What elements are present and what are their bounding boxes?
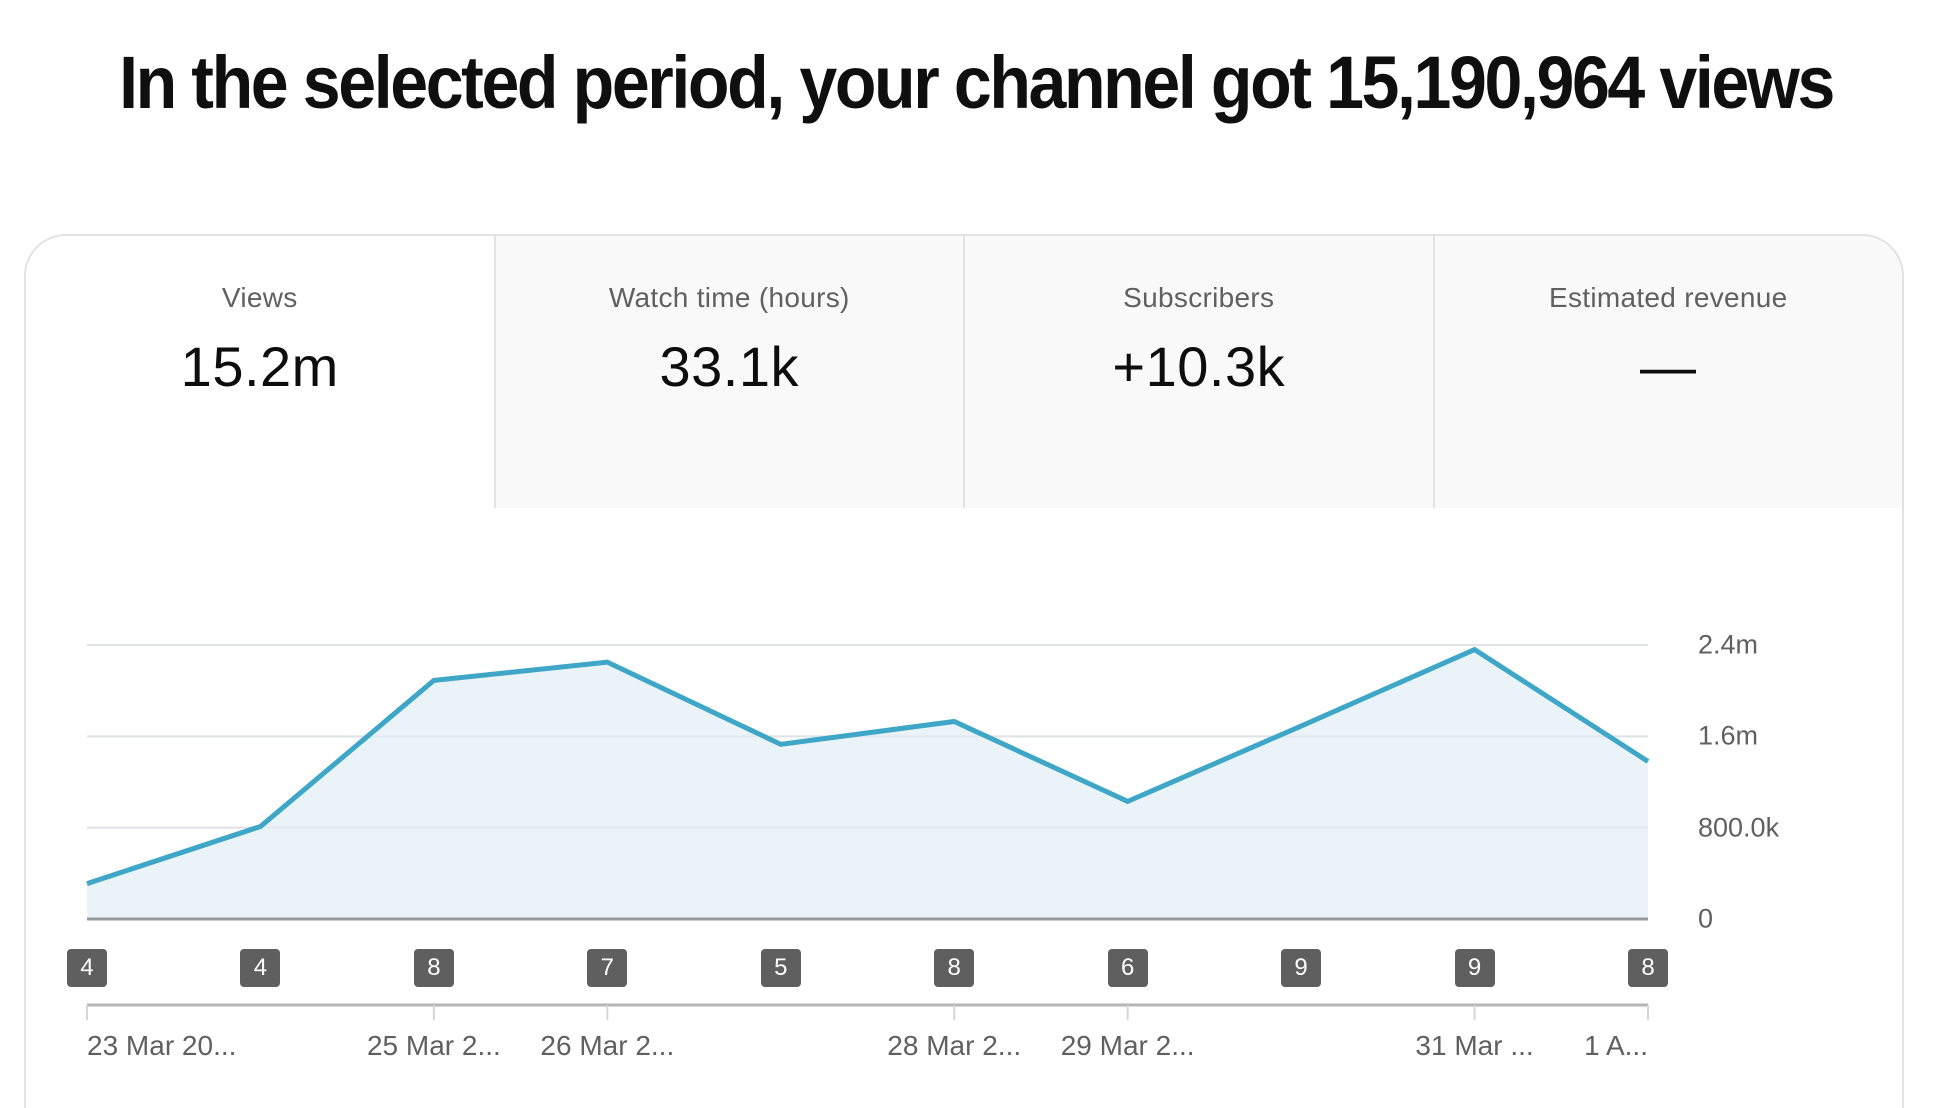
tab-value: +10.3k: [1112, 335, 1286, 398]
tab-value: 15.2m: [180, 335, 339, 398]
publish-count-badge[interactable]: 5: [760, 949, 801, 987]
tab-watch-time[interactable]: Watch time (hours) 33.1k: [493, 236, 963, 508]
publish-count-badge[interactable]: 8: [1628, 949, 1668, 987]
publish-count-badge[interactable]: 9: [1281, 949, 1322, 987]
publish-count-badge[interactable]: 9: [1454, 949, 1495, 987]
tab-views[interactable]: Views 15.2m: [26, 236, 494, 508]
publish-count-badge[interactable]: 8: [413, 949, 454, 987]
publish-count-badge[interactable]: 7: [587, 949, 628, 987]
tab-estimated-revenue[interactable]: Estimated revenue —: [1432, 236, 1902, 508]
publish-count-badge[interactable]: 6: [1107, 949, 1148, 987]
metric-tabs: Views 15.2m Watch time (hours) 33.1k Sub…: [26, 236, 1902, 508]
publish-count-badge[interactable]: 8: [934, 949, 975, 987]
tab-subscribers[interactable]: Subscribers +10.3k: [963, 236, 1433, 508]
page-headline: In the selected period, your channel got…: [119, 41, 1835, 124]
tab-label: Subscribers: [1123, 282, 1275, 313]
tab-label: Views: [221, 282, 298, 313]
publish-count-badge[interactable]: 4: [240, 949, 281, 987]
tab-value: —: [1640, 335, 1697, 398]
publish-count-badge[interactable]: 4: [67, 949, 107, 987]
tab-value: 33.1k: [659, 335, 799, 398]
tab-label: Watch time (hours): [608, 282, 850, 313]
tab-label: Estimated revenue: [1548, 282, 1788, 313]
